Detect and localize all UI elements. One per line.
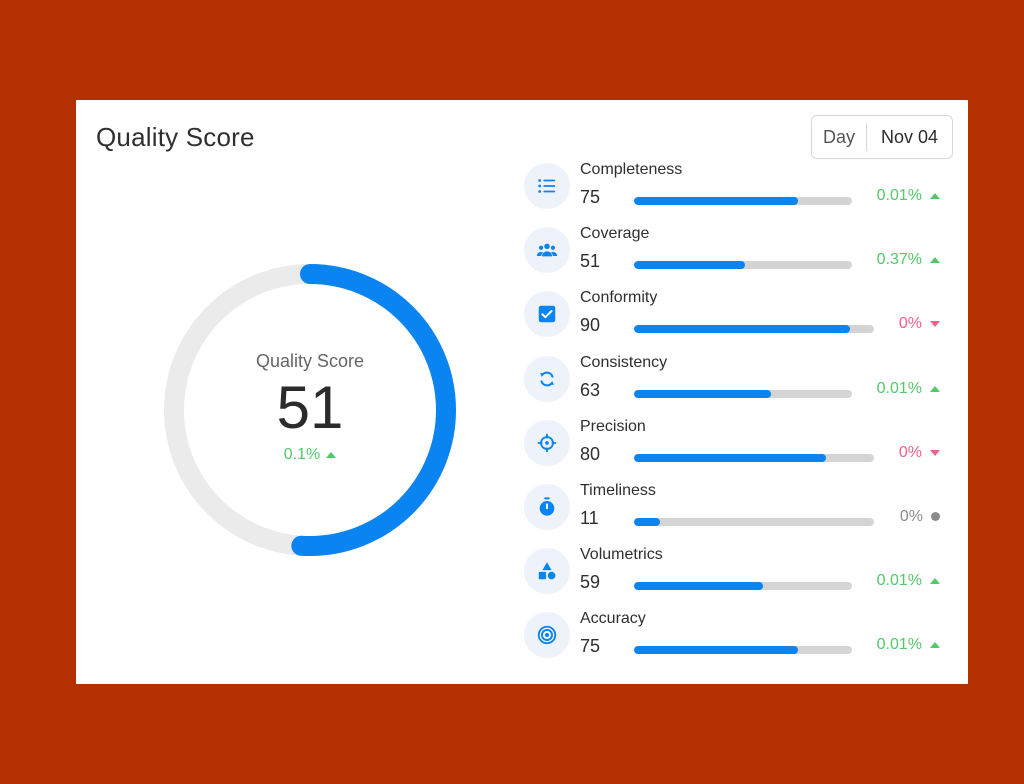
stopwatch-icon bbox=[524, 483, 570, 530]
metric-row-volumetrics[interactable]: Volumetrics 59 0.01% bbox=[524, 545, 954, 609]
period-selector[interactable]: Day bbox=[812, 123, 867, 151]
metric-value: 80 bbox=[580, 443, 601, 464]
metric-progress-bar bbox=[634, 197, 852, 205]
metric-value: 59 bbox=[580, 572, 601, 593]
metric-progress-bar bbox=[634, 517, 874, 526]
sync-icon bbox=[524, 355, 570, 402]
metric-change: 0.37% bbox=[877, 251, 940, 269]
metric-progress-bar bbox=[634, 261, 852, 270]
metric-name: Consistency bbox=[580, 353, 668, 371]
metric-progress-fill bbox=[634, 389, 772, 398]
metric-progress-fill bbox=[634, 453, 826, 462]
trend-up-icon bbox=[930, 642, 940, 649]
shapes-icon bbox=[524, 548, 570, 595]
trend-up-icon bbox=[930, 193, 940, 199]
metric-name: Volumetrics bbox=[580, 546, 663, 564]
gauge-value: 51 bbox=[276, 373, 344, 441]
crosshair-icon bbox=[524, 419, 570, 466]
metric-name: Completeness bbox=[580, 161, 683, 178]
metric-progress-bar bbox=[634, 582, 852, 591]
metric-progress-bar bbox=[634, 325, 874, 334]
trend-down-icon bbox=[930, 321, 940, 328]
trend-up-icon bbox=[930, 578, 940, 585]
metric-progress-fill bbox=[634, 261, 746, 270]
metric-row-precision[interactable]: Precision 80 0% bbox=[524, 417, 954, 481]
trend-up-icon bbox=[326, 451, 337, 458]
people-icon bbox=[524, 227, 570, 274]
trend-down-icon bbox=[930, 449, 940, 456]
metric-progress-fill bbox=[634, 582, 763, 591]
metric-change-value: 0% bbox=[898, 443, 922, 461]
gauge-progress-arc bbox=[164, 264, 456, 556]
date-picker[interactable]: Day Nov 04 bbox=[811, 115, 953, 159]
metric-change: 0.01% bbox=[877, 572, 940, 590]
target-icon bbox=[524, 612, 570, 659]
gauge-label: Quality Score bbox=[255, 350, 365, 371]
trend-up-icon bbox=[930, 257, 940, 264]
metric-value: 75 bbox=[580, 636, 601, 657]
metric-row-conformity[interactable]: Conformity 90 0% bbox=[524, 288, 954, 352]
metric-progress-bar bbox=[634, 453, 874, 462]
gauge-center: Quality Score 51 0.1% bbox=[160, 260, 460, 560]
metric-value: 75 bbox=[580, 187, 601, 207]
metric-value: 63 bbox=[580, 379, 601, 400]
metric-value: 51 bbox=[580, 251, 601, 272]
metric-row-timeliness[interactable]: Timeliness 11 0% bbox=[524, 481, 954, 545]
metric-change-value: 0.37% bbox=[876, 251, 922, 269]
list-icon bbox=[524, 163, 570, 209]
metric-change-value: 0.01% bbox=[876, 187, 922, 204]
trend-up-icon bbox=[930, 385, 940, 392]
metric-name: Timeliness bbox=[580, 481, 656, 499]
metric-change: 0.01% bbox=[877, 187, 940, 205]
metric-row-coverage[interactable]: Coverage 51 0.37% bbox=[524, 224, 954, 288]
metric-name: Precision bbox=[580, 417, 646, 435]
metric-change-value: 0.01% bbox=[876, 636, 922, 654]
metric-change-value: 0.01% bbox=[876, 379, 922, 397]
metric-change-value: 0.01% bbox=[876, 572, 922, 590]
metric-name: Coverage bbox=[580, 225, 650, 243]
metric-progress-bar bbox=[634, 389, 852, 398]
metric-row-completeness[interactable]: Completeness 75 0.01% bbox=[524, 160, 954, 224]
trend-flat-icon bbox=[931, 512, 940, 522]
metric-change: 0% bbox=[900, 508, 940, 526]
metric-row-accuracy[interactable]: Accuracy 75 0.01% bbox=[524, 609, 954, 673]
quality-score-gauge: Quality Score 51 0.1% bbox=[160, 260, 460, 560]
metric-progress-fill bbox=[634, 517, 661, 526]
card-title: Quality Score bbox=[96, 122, 255, 152]
metric-name: Accuracy bbox=[580, 610, 646, 628]
metric-value: 90 bbox=[580, 315, 601, 336]
metric-change: 0% bbox=[899, 315, 940, 333]
metric-change: 0% bbox=[899, 444, 940, 462]
gauge-change-value: 0.1% bbox=[283, 445, 321, 463]
gauge-change: 0.1% bbox=[283, 445, 337, 464]
metric-progress-fill bbox=[634, 646, 798, 655]
metrics-list: Completeness 75 0.01% Coverage 51 0.37% … bbox=[524, 160, 954, 674]
metric-change-value: 0% bbox=[899, 507, 923, 525]
metric-progress-bar bbox=[634, 646, 852, 655]
metric-row-consistency[interactable]: Consistency 63 0.01% bbox=[524, 353, 954, 417]
metric-value: 11 bbox=[580, 507, 599, 528]
metric-change: 0.01% bbox=[877, 636, 940, 654]
checkbox-icon bbox=[524, 291, 570, 338]
metric-progress-fill bbox=[634, 197, 798, 205]
date-selector[interactable]: Nov 04 bbox=[880, 126, 939, 147]
metric-progress-fill bbox=[634, 325, 850, 334]
metric-name: Conformity bbox=[580, 289, 658, 307]
metric-change: 0.01% bbox=[877, 380, 940, 398]
quality-score-card: Quality Score Day Nov 04 Quality Score 5… bbox=[76, 100, 968, 684]
metric-change-value: 0% bbox=[898, 315, 922, 333]
gauge-ring bbox=[164, 264, 456, 556]
